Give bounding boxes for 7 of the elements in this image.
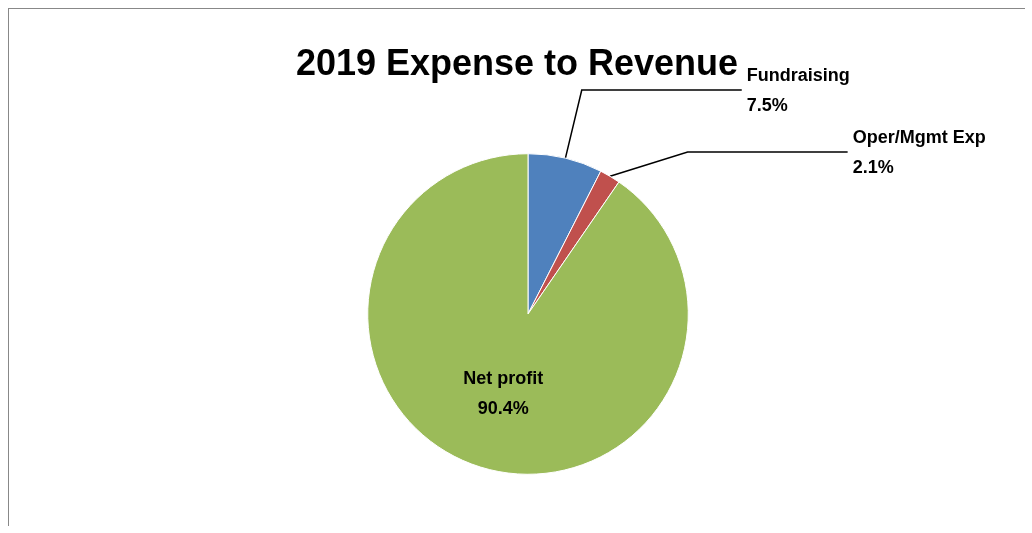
chart-title: 2019 Expense to Revenue	[295, 41, 739, 83]
slice-label: Net profit	[463, 368, 544, 389]
slice-label: Fundraising	[746, 65, 850, 86]
data-label: 90.4%	[477, 398, 529, 419]
slice-label: Oper/Mgmt Exp	[852, 127, 986, 148]
data-label: 7.5%	[746, 95, 788, 116]
data-label: 2.1%	[852, 157, 894, 178]
